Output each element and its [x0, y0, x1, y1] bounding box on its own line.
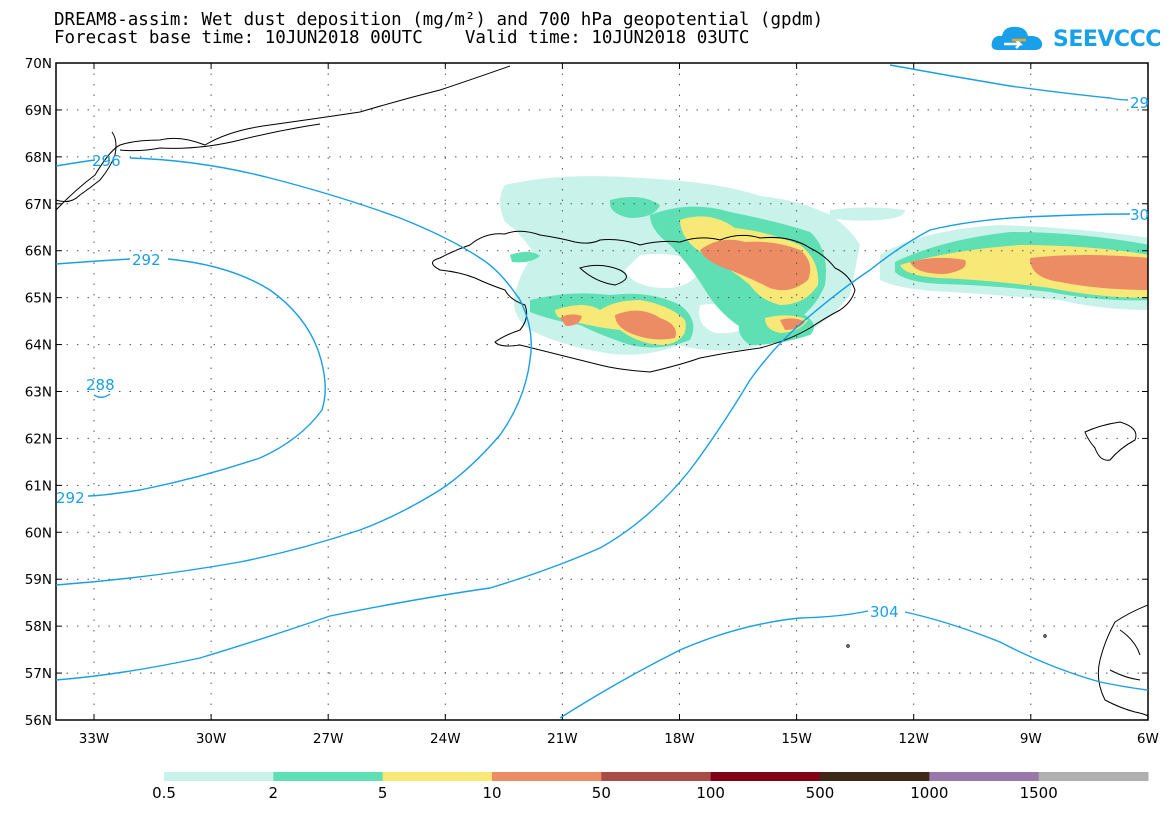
- colorbar-label: 10: [482, 784, 502, 802]
- latitude-label: 65N: [25, 291, 52, 307]
- latitude-label: 60N: [25, 525, 52, 541]
- graticule: [56, 63, 1148, 720]
- latitude-label: 64N: [25, 338, 52, 354]
- colorbar-label: 1500: [1019, 784, 1058, 802]
- latitude-label: 61N: [25, 478, 52, 494]
- latitude-label: 62N: [25, 431, 52, 447]
- colorbar-swatch: [273, 772, 384, 781]
- colorbar-swatch: [710, 772, 821, 781]
- dust-deposition-field: [500, 176, 1148, 355]
- cloud-logo-icon: [991, 26, 1043, 50]
- longitude-label: 33W: [79, 731, 110, 747]
- map-subtitle: Forecast base time: 10JUN2018 00UTC Vali…: [54, 28, 750, 48]
- longitude-label: 15W: [781, 731, 812, 747]
- colorbar-label: 100: [696, 784, 725, 802]
- colorbar-swatch: [164, 772, 274, 781]
- longitude-label: 27W: [313, 731, 344, 747]
- colorbar-swatch: [1038, 772, 1149, 781]
- contour-label: 304: [870, 603, 899, 621]
- logo-text: SEEVCCC: [1053, 27, 1161, 52]
- colorbar-swatch: [601, 772, 712, 781]
- latitude-label: 58N: [25, 619, 52, 635]
- longitude-label: 24W: [430, 731, 461, 747]
- latitude-label: 70N: [25, 56, 52, 72]
- longitude-label: 12W: [898, 731, 929, 747]
- longitude-label: 21W: [547, 731, 578, 747]
- latitude-label: 56N: [25, 713, 52, 729]
- latitude-labels: 70N 69N 68N 67N 66N 65N 64N 63N 62N 61N 60N 59N 58N 5…: [25, 56, 52, 729]
- coastlines: [56, 65, 1148, 717]
- contour-label: 292: [132, 251, 161, 269]
- colorbar-label: 5: [377, 784, 388, 802]
- colorbar-label: 2: [268, 784, 279, 802]
- geopotential-contours: [56, 64, 1148, 719]
- latitude-label: 59N: [25, 572, 52, 588]
- colorbar-swatch: [382, 772, 493, 781]
- colorbar-label: 500: [805, 784, 835, 802]
- longitude-label: 9W: [1020, 731, 1042, 747]
- map-title: DREAM8-assim: Wet dust deposition (mg/m²…: [54, 10, 824, 30]
- colorbar: [164, 772, 1149, 781]
- colorbar-label: 50: [591, 784, 611, 802]
- longitude-label: 6W: [1137, 731, 1159, 747]
- longitude-labels: 33W 30W 27W 24W 21W 18W 15W 12W 9W 6W: [79, 731, 1159, 747]
- contour-label: 288: [86, 376, 115, 394]
- latitude-label: 66N: [25, 244, 52, 260]
- colorbar-label: 0.5: [152, 784, 176, 802]
- latitude-label: 69N: [25, 103, 52, 119]
- latitude-label: 68N: [25, 150, 52, 166]
- latitude-label: 63N: [25, 385, 52, 401]
- longitude-label: 18W: [664, 731, 695, 747]
- contour-label: 292: [56, 489, 85, 507]
- axis-ticks: [56, 62, 1149, 721]
- latitude-label: 57N: [25, 666, 52, 682]
- contour-label: 296: [92, 152, 121, 170]
- latitude-label: 67N: [25, 197, 52, 213]
- longitude-label: 30W: [196, 731, 227, 747]
- colorbar-label: 1000: [910, 784, 949, 802]
- colorbar-swatch: [929, 772, 1040, 781]
- contour-label: 29: [1130, 94, 1149, 112]
- contour-label: 30: [1130, 206, 1149, 224]
- colorbar-swatch: [820, 772, 930, 781]
- colorbar-swatch: [492, 772, 602, 781]
